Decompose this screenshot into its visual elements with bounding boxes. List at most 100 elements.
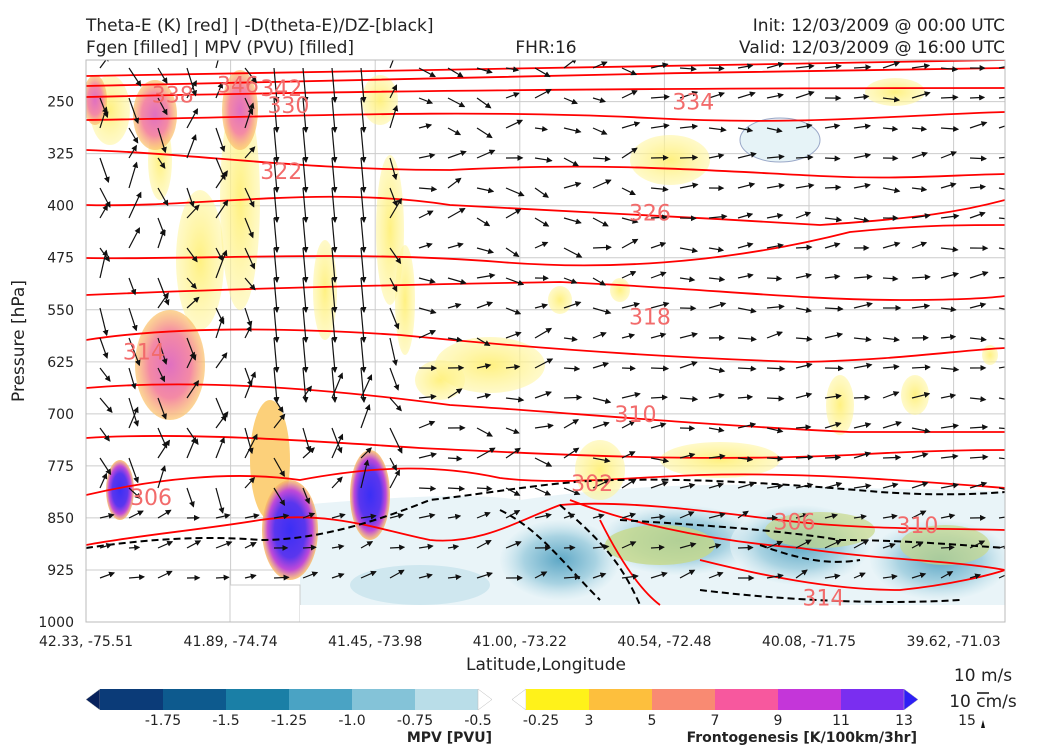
wind-vector (331, 433, 344, 459)
wind-vector (679, 65, 697, 72)
wind-vector (737, 63, 754, 70)
wind-vector (244, 102, 255, 129)
wind-vector (650, 62, 669, 69)
wind-vector (737, 456, 754, 463)
wind-vector (418, 330, 437, 339)
wind-vector (998, 427, 1005, 430)
y-tick-label: 325 (47, 147, 74, 163)
wind-vector (795, 362, 813, 369)
wind-vector (99, 249, 109, 279)
wind-vector (505, 364, 521, 371)
wind-vector (853, 422, 872, 429)
x-tick-label: 42.33, -75.51 (39, 634, 133, 650)
wind-vector (534, 303, 549, 309)
wind-vector (360, 247, 367, 283)
wind-vector (592, 244, 612, 251)
wind-vector (824, 242, 841, 249)
wind-vector (128, 367, 137, 390)
wind-vector (766, 483, 784, 490)
wind-vector (331, 97, 338, 133)
wind-vector (737, 151, 757, 159)
wind-vector (99, 106, 108, 129)
wind-vector (476, 97, 492, 109)
wind-vector (969, 94, 986, 101)
wind-vector (650, 241, 667, 249)
wind-vector (476, 301, 494, 309)
fgen-colorbar-tick: 7 (711, 713, 720, 729)
wind-vector (389, 187, 398, 207)
wind-vector (998, 156, 1005, 159)
wind-vector (940, 453, 959, 460)
wind-vector (998, 543, 1005, 549)
y-tick-label: 250 (47, 95, 74, 111)
wind-vector (592, 361, 610, 369)
wind-vector (389, 397, 402, 412)
wind-vector (940, 366, 960, 373)
wind-vector (418, 485, 437, 492)
wind-vector (737, 394, 754, 401)
wind-vector (737, 422, 757, 429)
wind-vector (911, 213, 931, 220)
wind-vector (273, 367, 280, 403)
fgen-colorbar-bin (715, 689, 779, 710)
fgen-strong-core (106, 460, 134, 520)
wind-vector (708, 571, 724, 579)
wind-vector (882, 482, 899, 489)
wind-vector (766, 242, 784, 249)
wind-vector (795, 482, 814, 489)
mpv-colorbar-bin (415, 689, 479, 710)
wind-vector (766, 275, 783, 282)
wind-vector (940, 482, 960, 489)
wind-vector (476, 149, 496, 159)
wind-vector (360, 67, 367, 103)
wind-vector (534, 156, 553, 163)
mpv-colorbar-tick: -1.25 (271, 713, 307, 729)
wind-vector (476, 67, 493, 74)
mpv-colorbar-extend-low (85, 688, 101, 711)
wind-vector (592, 513, 605, 520)
wind-vector (853, 336, 872, 343)
title-right-line2: Valid: 12/03/2009 @ 16:00 UTC (739, 38, 1005, 58)
wind-vector (708, 246, 725, 253)
wind-vector (824, 573, 841, 580)
wind-vector (476, 539, 492, 549)
wind-vector (911, 63, 931, 70)
fgen-colorbar-extend-high (903, 688, 919, 711)
wind-vector (505, 487, 521, 496)
wind-vector (708, 512, 726, 519)
wind-vector (911, 151, 928, 159)
wind-vector (621, 301, 641, 309)
wind-vector (969, 424, 989, 431)
wind-vector (186, 277, 197, 290)
wind-vector (418, 67, 436, 78)
mpv-cell-upper (739, 117, 821, 163)
wind-vector (998, 247, 1005, 250)
wind-vector (331, 67, 338, 103)
wind-vector (534, 125, 549, 132)
mpv-colorbar-tick: -1.0 (338, 713, 365, 729)
wind-vector (940, 213, 960, 220)
wind-vector (534, 571, 548, 579)
wind-vector (389, 544, 406, 551)
wind-vector (650, 514, 666, 521)
wind-vector (708, 276, 726, 283)
theta-e-label: 334 (672, 91, 714, 116)
wind-vector (534, 423, 554, 430)
wind-vector (853, 182, 871, 189)
theta-e-label: 342 (260, 77, 302, 102)
wind-vector (244, 67, 257, 84)
wind-vector (244, 542, 257, 549)
wind-vector (795, 90, 815, 99)
wind-vector (679, 123, 699, 130)
wind-vector (476, 392, 492, 399)
wind-vector (708, 301, 727, 309)
wind-vector (244, 187, 255, 208)
wind-vector (824, 184, 842, 191)
wind-vector (128, 487, 142, 500)
wind-vector (882, 391, 900, 399)
fgen-patch (826, 375, 854, 435)
wind-vector (302, 67, 309, 103)
wind-vector (795, 123, 813, 129)
wind-vector (244, 325, 252, 339)
wind-vector (447, 455, 463, 462)
